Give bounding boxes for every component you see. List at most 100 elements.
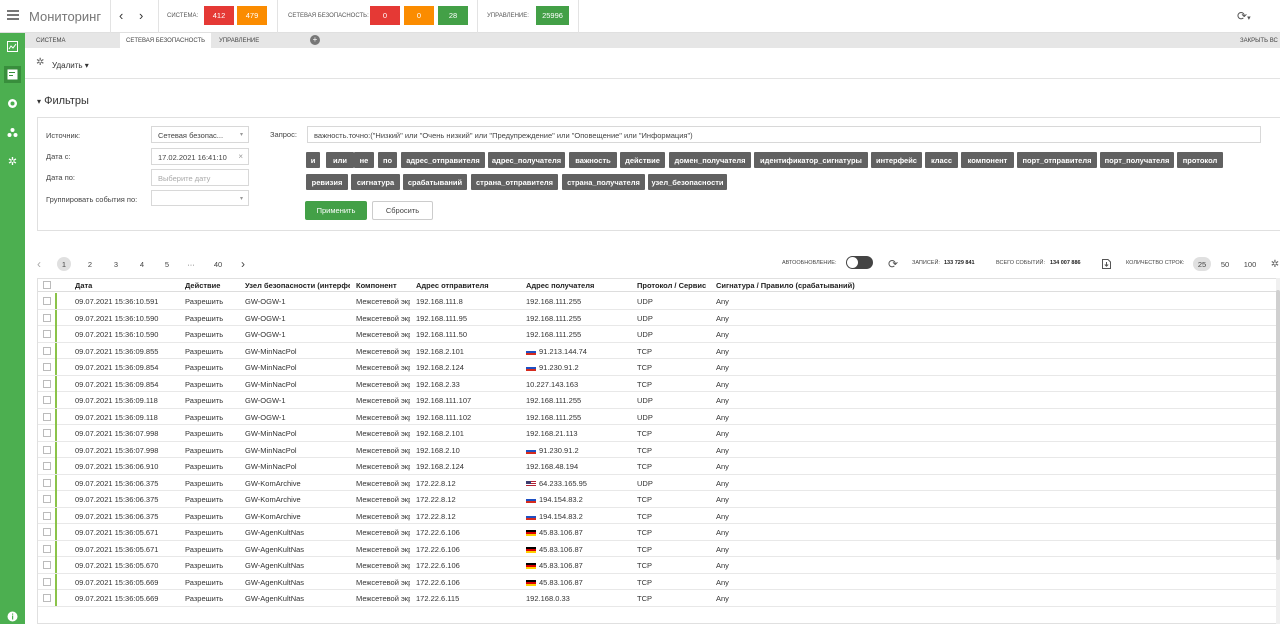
table-row[interactable]: 09.07.2021 15:36:10.591 Разрешить GW-OGW-1…: [38, 293, 1276, 310]
forward-arrow-icon[interactable]: ›: [139, 8, 144, 23]
add-tab-icon[interactable]: +: [310, 35, 320, 45]
info-icon[interactable]: [4, 608, 21, 625]
row-checkbox[interactable]: [43, 396, 51, 404]
table-row[interactable]: 09.07.2021 15:36:09.854 Разрешить GW-MinNa…: [38, 359, 1276, 376]
table-row[interactable]: 09.07.2021 15:36:06.910 Разрешить GW-MinNa…: [38, 458, 1276, 475]
query-tag[interactable]: протокол: [1177, 152, 1223, 168]
date-to-input[interactable]: Выберите дату: [151, 169, 249, 186]
clear-icon[interactable]: ×: [238, 152, 243, 161]
prev-page-arrow-icon[interactable]: ‹: [37, 257, 41, 271]
tab-network-security[interactable]: СЕТЕВАЯ БЕЗОПАСНОСТЬ: [120, 33, 212, 48]
delete-button[interactable]: Удалить ▾: [52, 61, 89, 70]
table-row[interactable]: 09.07.2021 15:36:06.375 Разрешить GW-KomAr…: [38, 491, 1276, 508]
system-warning-badge[interactable]: 479: [237, 6, 267, 25]
query-tag[interactable]: класс: [925, 152, 958, 168]
gear-icon[interactable]: ✲: [1270, 258, 1280, 270]
tab-management[interactable]: УПРАВЛЕНИЕ: [219, 37, 260, 44]
table-row[interactable]: 09.07.2021 15:36:07.998 Разрешить GW-MinNa…: [38, 441, 1276, 458]
events-icon[interactable]: [4, 66, 21, 83]
rows-option-25[interactable]: 25: [1193, 257, 1211, 271]
network-icon[interactable]: [4, 124, 21, 141]
query-tag[interactable]: идентификатор_сигнатуры: [754, 152, 868, 168]
autorefresh-toggle[interactable]: [846, 256, 873, 269]
table-row[interactable]: 09.07.2021 15:36:06.375 Разрешить GW-KomAr…: [38, 507, 1276, 524]
column-header-node[interactable]: Узел безопасности (интерфейс): [245, 281, 350, 290]
query-tag[interactable]: адрес_отправителя: [401, 152, 485, 168]
column-header-destination[interactable]: Адрес получателя: [526, 281, 595, 290]
apply-button[interactable]: Применить: [305, 201, 367, 220]
column-header-protocol[interactable]: Протокол / Сервис: [637, 281, 707, 290]
table-row[interactable]: 09.07.2021 15:36:10.590 Разрешить GW-OGW-1…: [38, 309, 1276, 326]
netsec-info-badge[interactable]: 28: [438, 6, 468, 25]
row-checkbox[interactable]: [43, 346, 51, 355]
table-row[interactable]: 09.07.2021 15:36:06.375 Разрешить GW-KomAr…: [38, 474, 1276, 491]
column-header-source[interactable]: Адрес отправителя: [416, 281, 489, 290]
table-row[interactable]: 09.07.2021 15:36:05.669 Разрешить GW-AgenK…: [38, 573, 1276, 590]
query-tag[interactable]: срабатываний: [403, 174, 467, 190]
row-checkbox[interactable]: [43, 495, 51, 503]
query-tag[interactable]: домен_получателя: [669, 152, 751, 168]
page-link[interactable]: 5: [164, 259, 170, 269]
hamburger-menu-icon[interactable]: [7, 10, 19, 20]
dashboard-icon[interactable]: [4, 38, 21, 55]
refresh-dropdown-icon[interactable]: ⟳▾: [1237, 9, 1251, 23]
row-checkbox[interactable]: [43, 478, 51, 487]
row-checkbox[interactable]: [43, 528, 51, 536]
gear-icon[interactable]: ✲: [36, 57, 45, 68]
page-link[interactable]: 3: [113, 259, 119, 269]
row-checkbox[interactable]: [43, 594, 51, 602]
select-all-checkbox[interactable]: [43, 281, 51, 289]
scrollbar-thumb[interactable]: [1276, 290, 1280, 560]
table-row[interactable]: 09.07.2021 15:36:05.671 Разрешить GW-AgenK…: [38, 540, 1276, 557]
table-row[interactable]: 09.07.2021 15:36:07.998 Разрешить GW-MinNa…: [38, 425, 1276, 442]
row-checkbox[interactable]: [43, 511, 51, 520]
page-link[interactable]: 4: [139, 259, 145, 269]
row-checkbox[interactable]: [43, 544, 51, 553]
table-row[interactable]: 09.07.2021 15:36:09.855 Разрешить GW-MinNa…: [38, 342, 1276, 359]
query-tag[interactable]: действие: [620, 152, 665, 168]
vertical-scrollbar[interactable]: [1276, 278, 1280, 624]
table-row[interactable]: 09.07.2021 15:36:09.118 Разрешить GW-OGW-1…: [38, 408, 1276, 425]
query-input[interactable]: важность.точно:("Низкий" или "Очень низк…: [307, 126, 1261, 143]
table-row[interactable]: 09.07.2021 15:36:09.854 Разрешить GW-MinNa…: [38, 375, 1276, 392]
row-checkbox[interactable]: [43, 445, 51, 454]
query-tag[interactable]: страна_получателя: [562, 174, 645, 190]
query-tag[interactable]: компонент: [961, 152, 1014, 168]
table-row[interactable]: 09.07.2021 15:36:09.118 Разрешить GW-OGW-1…: [38, 392, 1276, 409]
table-row[interactable]: 09.07.2021 15:36:05.669 Разрешить GW-AgenK…: [38, 590, 1276, 607]
query-tag[interactable]: узел_безопасности: [648, 174, 727, 190]
netsec-critical-badge[interactable]: 0: [370, 6, 400, 25]
column-header-date[interactable]: Дата: [75, 281, 93, 290]
rows-option-100[interactable]: 100: [1243, 259, 1257, 269]
page-link[interactable]: 40: [213, 259, 223, 269]
query-tag[interactable]: важность: [569, 152, 617, 168]
query-tag[interactable]: и: [306, 152, 320, 168]
table-row[interactable]: 09.07.2021 15:36:10.590 Разрешить GW-OGW-1…: [38, 326, 1276, 343]
table-row[interactable]: 09.07.2021 15:36:05.670 Разрешить GW-AgenK…: [38, 557, 1276, 574]
row-checkbox[interactable]: [43, 561, 51, 569]
row-checkbox[interactable]: [43, 379, 51, 388]
row-checkbox[interactable]: [43, 429, 51, 437]
table-row[interactable]: 09.07.2021 15:36:05.671 Разрешить GW-AgenK…: [38, 524, 1276, 541]
back-arrow-icon[interactable]: ‹: [119, 8, 124, 23]
column-header-action[interactable]: Действие: [185, 281, 221, 290]
source-select[interactable]: Сетевая безопас... ▾: [151, 126, 249, 143]
query-tag[interactable]: страна_отправителя: [471, 174, 558, 190]
row-checkbox[interactable]: [43, 412, 51, 421]
tab-system[interactable]: СИСТЕМА: [36, 37, 66, 44]
query-tag[interactable]: сигнатура: [351, 174, 400, 190]
rows-option-50[interactable]: 50: [1220, 259, 1230, 269]
query-tag[interactable]: или: [326, 152, 354, 168]
query-tag[interactable]: интерфейс: [871, 152, 922, 168]
row-checkbox[interactable]: [43, 330, 51, 338]
shield-icon[interactable]: [4, 95, 21, 112]
query-tag[interactable]: по: [378, 152, 397, 168]
query-tag[interactable]: порт_получателя: [1100, 152, 1174, 168]
close-all-tabs-link[interactable]: ЗАКРЫТЬ ВС: [1240, 37, 1278, 44]
query-tag[interactable]: ревизия: [306, 174, 348, 190]
page-link[interactable]: 2: [87, 259, 93, 269]
reset-button[interactable]: Сбросить: [372, 201, 433, 220]
page-link[interactable]: 1: [57, 257, 71, 271]
management-badge[interactable]: 25996: [536, 6, 569, 25]
date-from-input[interactable]: 17.02.2021 16:41:10 ×: [151, 148, 249, 165]
